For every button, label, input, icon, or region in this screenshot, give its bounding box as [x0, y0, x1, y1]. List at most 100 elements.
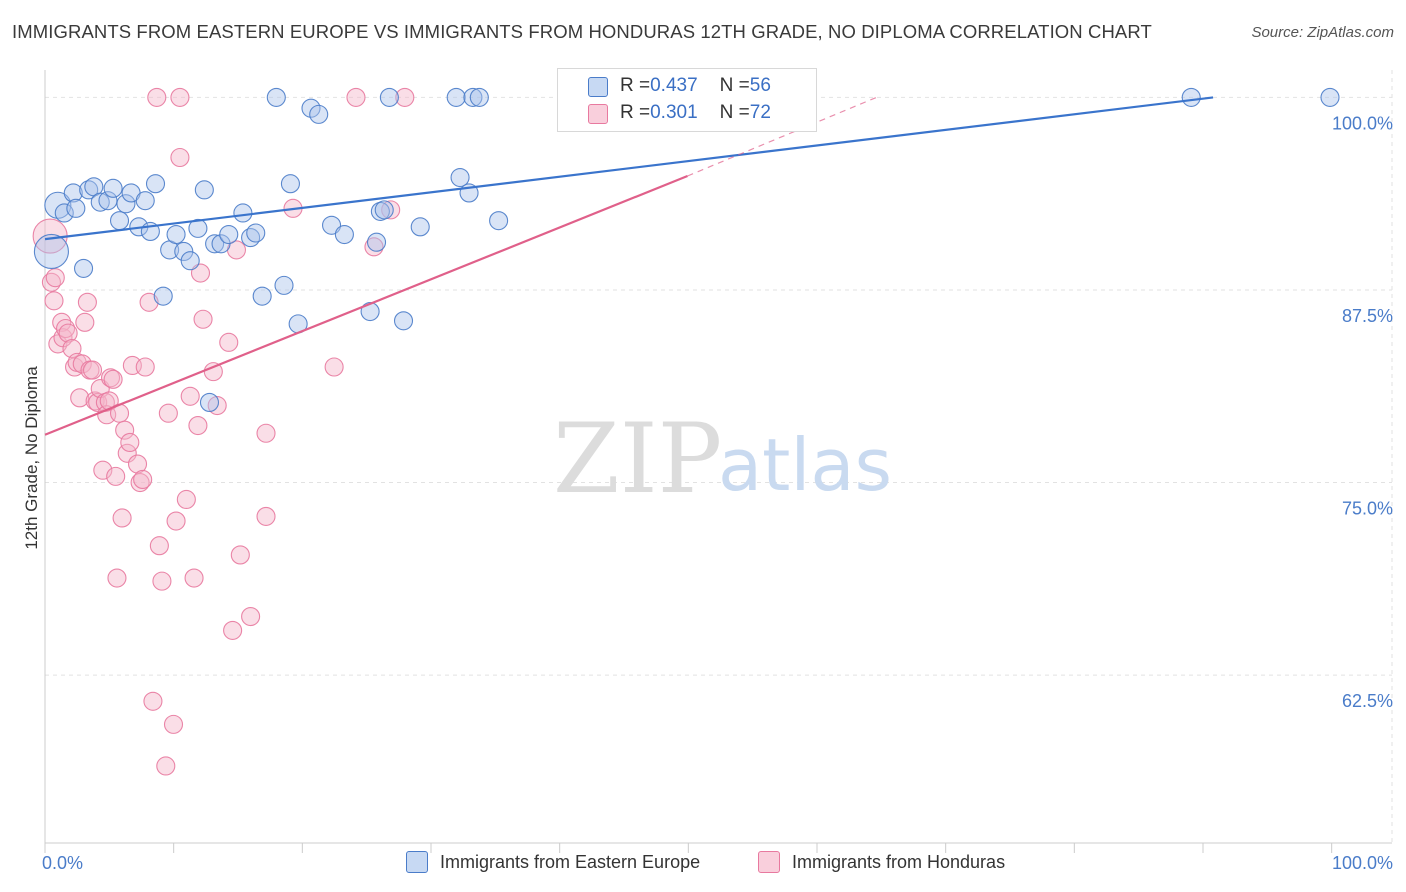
legend-item-honduras[interactable]: Immigrants from Honduras: [758, 851, 1005, 873]
honduras-point: [45, 268, 65, 288]
legend-swatch-blue: [406, 851, 428, 873]
eastern-europe-point: [1320, 87, 1340, 107]
honduras-point: [143, 691, 163, 711]
honduras-point: [184, 568, 204, 588]
eastern-europe-point: [360, 302, 380, 322]
honduras-point: [223, 620, 243, 640]
honduras-point: [170, 147, 190, 168]
eastern-europe-point: [33, 233, 69, 270]
eastern-europe-point: [205, 234, 225, 254]
honduras-point: [180, 386, 200, 406]
honduras-point: [103, 369, 123, 389]
eastern-europe-point: [334, 224, 354, 245]
honduras-point: [256, 506, 276, 526]
eastern-europe-point: [116, 194, 136, 214]
honduras-trend-extension: [687, 96, 877, 177]
eastern-europe-point: [153, 286, 173, 306]
honduras-point: [120, 432, 140, 453]
eastern-europe-trend-line: [44, 96, 1214, 241]
honduras-point: [207, 395, 227, 416]
eastern-europe-point: [74, 258, 94, 278]
eastern-europe-point: [274, 275, 294, 295]
trend-lines: [44, 96, 1214, 436]
eastern-europe-point: [252, 286, 272, 306]
r-label: R =: [620, 102, 651, 123]
watermark-atlas: atlas: [718, 423, 892, 507]
honduras-point: [135, 357, 155, 377]
honduras-point: [193, 309, 213, 329]
eastern-europe-point: [379, 87, 399, 107]
n-label: N =: [719, 75, 750, 96]
watermark-zip: ZIP: [553, 403, 722, 515]
honduras-point: [241, 607, 261, 627]
honduras-point: [106, 466, 126, 486]
r-label: R =: [620, 75, 651, 96]
honduras-point: [147, 87, 167, 107]
honduras-point: [130, 472, 150, 493]
axes: [44, 70, 1392, 853]
honduras-point: [163, 714, 184, 734]
x-tick-label: 100.0%: [1332, 853, 1393, 873]
honduras-point: [77, 292, 97, 312]
honduras-point: [127, 454, 148, 474]
eastern-europe-point: [180, 251, 200, 271]
honduras-point: [381, 200, 401, 220]
honduras-point: [158, 403, 178, 423]
honduras-point: [324, 357, 344, 377]
honduras-point: [112, 508, 132, 528]
stats-row-eastern-europe: R = 0.437 N = 56: [620, 72, 771, 100]
eastern-europe-point: [410, 217, 430, 237]
eastern-europe-point: [145, 174, 166, 194]
honduras-point: [166, 511, 186, 531]
honduras-point: [152, 571, 172, 591]
r-value: 0.301: [650, 102, 698, 123]
eastern-europe-point: [166, 224, 186, 245]
eastern-europe-point: [489, 211, 509, 231]
eastern-europe-point: [246, 223, 266, 243]
honduras-point: [115, 420, 135, 440]
honduras-point: [72, 354, 92, 374]
honduras-point: [44, 291, 64, 311]
gridlines: [45, 70, 1393, 843]
honduras-point: [188, 415, 208, 436]
legend-item-eastern-europe[interactable]: Immigrants from Eastern Europe: [406, 851, 700, 873]
honduras-point: [346, 87, 366, 107]
eastern-europe-point: [450, 167, 470, 188]
eastern-europe-point: [233, 203, 253, 223]
n-value: 72: [749, 102, 771, 123]
eastern-europe-point: [309, 104, 329, 124]
honduras-point: [256, 423, 276, 443]
series-eastern-europe-points: [33, 87, 1340, 412]
eastern-europe-point: [1181, 87, 1201, 107]
stats-legend-box: R = 0.437 N = 56 R = 0.301 N = 72: [557, 68, 817, 132]
eastern-europe-point: [79, 180, 99, 200]
eastern-europe-point: [374, 200, 394, 220]
chart-title: IMMIGRANTS FROM EASTERN EUROPE VS IMMIGR…: [12, 21, 1152, 42]
eastern-europe-point: [266, 87, 286, 107]
honduras-point: [395, 87, 415, 107]
honduras-point: [230, 545, 250, 565]
eastern-europe-point: [54, 203, 74, 223]
honduras-point: [219, 332, 239, 352]
eastern-europe-point: [188, 218, 208, 238]
n-label: N =: [719, 102, 750, 123]
honduras-point: [149, 536, 169, 556]
eastern-europe-point: [219, 224, 239, 245]
tick-labels: 62.5% 75.0% 87.5% 100.0% 0.0% 100.0%: [42, 113, 1393, 873]
eastern-europe-point: [44, 191, 72, 219]
eastern-europe-point: [280, 174, 300, 194]
eastern-europe-point: [366, 232, 387, 252]
honduras-point: [190, 263, 211, 283]
legend-swatch-pink: [758, 851, 780, 873]
source-credit: Source: ZipAtlas.com: [1251, 24, 1394, 41]
honduras-point: [107, 568, 127, 588]
y-tick-label: 75.0%: [1342, 499, 1393, 519]
eastern-europe-point: [194, 180, 214, 200]
honduras-trend-line: [44, 174, 688, 436]
eastern-europe-point: [109, 211, 130, 231]
y-axis-label: 12th Grade, No Diploma: [22, 366, 41, 550]
honduras-point: [176, 489, 196, 510]
stats-row-honduras: R = 0.301 N = 72: [620, 99, 771, 127]
honduras-point: [75, 312, 95, 332]
